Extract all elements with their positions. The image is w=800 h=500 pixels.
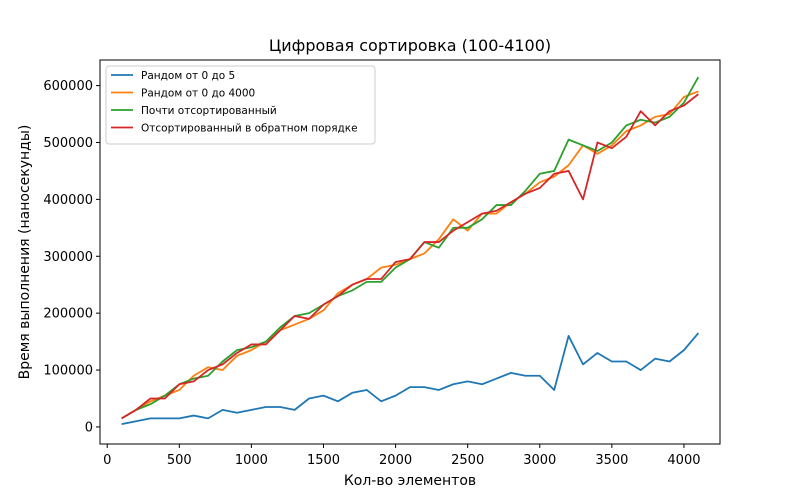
series-line-1	[121, 332, 700, 425]
plot-area	[121, 76, 700, 425]
x-tick-label: 4000	[667, 453, 700, 468]
legend-label: Отсортированный в обратном порядке	[141, 122, 358, 134]
x-tick-label: 1500	[307, 453, 340, 468]
y-tick-label: 200000	[43, 307, 93, 322]
y-tick-label: 400000	[43, 193, 93, 208]
legend-label: Почти отсортированный	[141, 105, 277, 117]
axes-frame	[99, 59, 721, 445]
legend-label: Рандом от 0 до 4000	[141, 87, 255, 99]
x-tick-label: 2000	[379, 453, 412, 468]
series-line-4	[121, 93, 699, 420]
legend-box	[105, 65, 376, 145]
chart-title: Цифровая сортировка (100-4100)	[269, 36, 551, 55]
y-tick-label: 500000	[43, 136, 93, 151]
y-axis-label: Время выполнения (наносекунды)	[17, 125, 33, 380]
y-tick-label: 0	[85, 420, 93, 435]
x-axis: 0 500 1000 1500 2000 2500 3000 3500 4000	[103, 444, 701, 468]
x-axis-label: Кол-во элементов	[344, 473, 476, 489]
x-tick-label: 3500	[595, 453, 628, 468]
y-tick-label: 300000	[43, 250, 93, 265]
y-axis: 0 100000 200000 300000 400000 500000 600000	[43, 79, 100, 435]
legend: Рандом от 0 до 5 Рандом от 0 до 4000 Почти…	[105, 65, 376, 145]
x-tick-label: 0	[103, 453, 111, 468]
x-tick-label: 3000	[523, 453, 556, 468]
y-tick-label: 100000	[43, 364, 93, 379]
legend-label: Рандом от 0 до 5	[141, 70, 235, 82]
x-tick-label: 1000	[235, 453, 268, 468]
y-tick-label: 600000	[43, 79, 93, 94]
x-tick-label: 2500	[451, 453, 484, 468]
x-tick-label: 500	[167, 453, 192, 468]
